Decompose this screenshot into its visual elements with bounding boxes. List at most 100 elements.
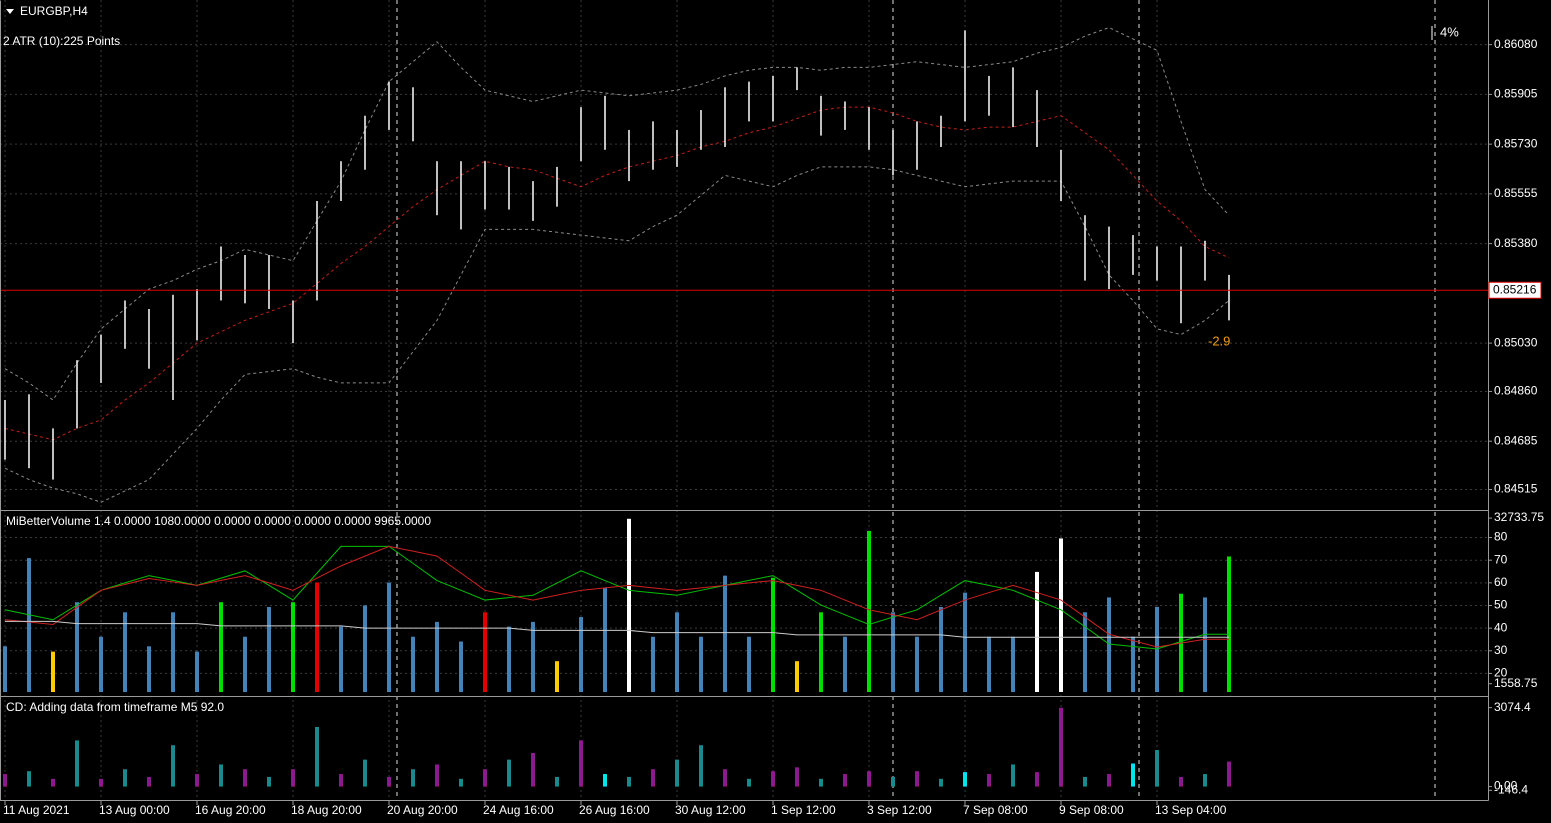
volume-bar xyxy=(699,745,703,787)
volume-bar xyxy=(483,769,487,787)
volume-bar xyxy=(1011,764,1015,787)
x-tick-label: 13 Aug 00:00 xyxy=(99,803,170,817)
volume-bar xyxy=(507,759,511,787)
volume-bar xyxy=(459,778,463,787)
y-tick-label: 70 xyxy=(1494,552,1508,566)
volume-bar xyxy=(1083,776,1087,787)
chart-title: EURGBP,H4 xyxy=(20,4,88,18)
price-label: 0.85216 xyxy=(1493,282,1537,296)
volume-bar xyxy=(555,661,559,692)
volume-bar xyxy=(123,612,127,692)
indicator-line xyxy=(4,545,1229,650)
volume-bar xyxy=(627,776,631,787)
volume-bar xyxy=(1059,538,1063,692)
volume-bar xyxy=(1011,636,1015,692)
x-tick-label: 9 Sep 08:00 xyxy=(1059,803,1124,817)
volume-bar xyxy=(339,774,343,787)
volume-bar xyxy=(51,778,55,787)
volume-bar xyxy=(291,769,295,787)
volume-bar xyxy=(867,771,871,787)
annotation: 4% xyxy=(1440,24,1459,39)
volume-bar xyxy=(75,602,79,692)
volume-bar xyxy=(795,767,799,787)
volume-bar xyxy=(3,774,7,787)
volume-bar xyxy=(843,636,847,692)
volume-bar xyxy=(771,577,775,692)
volume-bar xyxy=(315,582,319,692)
chart-subtitle: 2 ATR (10):225 Points xyxy=(3,34,120,48)
volume-bar xyxy=(627,518,631,692)
volume-bar xyxy=(411,636,415,692)
volume-bar xyxy=(987,636,991,692)
volume-bar xyxy=(699,636,703,692)
symbol-menu-icon[interactable] xyxy=(6,9,14,14)
volume-bar xyxy=(723,769,727,787)
volume-bar xyxy=(387,776,391,787)
volume-bar xyxy=(747,636,751,692)
indicator-line xyxy=(4,545,1229,648)
volume-bar xyxy=(603,774,607,787)
x-tick-label: 24 Aug 16:00 xyxy=(483,803,554,817)
volume-bar xyxy=(987,774,991,787)
volume-bar xyxy=(123,769,127,787)
x-tick-label: 3 Sep 12:00 xyxy=(867,803,932,817)
volume-bar xyxy=(171,745,175,787)
y-tick-label: -146.4 xyxy=(1494,782,1528,796)
volume-bar xyxy=(819,778,823,787)
volume-bar xyxy=(363,605,367,692)
volume-bar xyxy=(147,646,151,692)
volume-bar xyxy=(675,759,679,787)
x-tick-label: 18 Aug 20:00 xyxy=(291,803,362,817)
y-tick-label: 0.84685 xyxy=(1494,433,1538,447)
volume-bar xyxy=(219,602,223,692)
volume-bar xyxy=(1083,612,1087,692)
volume-bar xyxy=(1107,597,1111,692)
volume-bar xyxy=(1203,774,1207,787)
volume-bar xyxy=(1227,556,1231,692)
volume-bar xyxy=(675,612,679,692)
volume-bar xyxy=(531,752,535,787)
volume-bar xyxy=(1035,772,1039,787)
volume-bar xyxy=(195,651,199,692)
volume-bar xyxy=(507,626,511,692)
volume-bar xyxy=(459,641,463,692)
volume-bar xyxy=(1203,597,1207,692)
volume-bar xyxy=(1155,750,1159,787)
volume-bar xyxy=(27,771,31,787)
volume-bar xyxy=(483,612,487,692)
y-tick-label: 80 xyxy=(1494,530,1508,544)
indicator-line xyxy=(4,27,1230,401)
volume-bar xyxy=(1107,774,1111,787)
volume-bar xyxy=(1035,571,1039,692)
y-tick-label: 40 xyxy=(1494,620,1508,634)
volume-bar xyxy=(267,606,271,692)
mark-layer xyxy=(0,27,1488,787)
y-tick-label: 0.00 xyxy=(1494,779,1518,793)
volume-bar xyxy=(435,764,439,787)
y-tick-label: 0.86080 xyxy=(1494,37,1538,51)
volume-bar xyxy=(795,661,799,692)
x-tick-label: 26 Aug 16:00 xyxy=(579,803,650,817)
volume-bar xyxy=(411,769,415,787)
volume-bar xyxy=(27,558,31,692)
volume-bar xyxy=(963,592,967,692)
volume-bar xyxy=(1131,636,1135,692)
volume-bar xyxy=(1227,761,1231,787)
volume-bar xyxy=(819,612,823,692)
volume-bar xyxy=(147,776,151,787)
volume-bar xyxy=(555,776,559,787)
volume-bar xyxy=(99,778,103,787)
volume-bar xyxy=(723,575,727,692)
x-tick-label: 7 Sep 08:00 xyxy=(963,803,1028,817)
volume-bar xyxy=(171,612,175,692)
volume-bar xyxy=(243,636,247,692)
indicator-title: MiBetterVolume 1.4 0.0000 1080.0000 0.00… xyxy=(6,514,431,528)
volume-bar xyxy=(747,778,751,787)
x-tick-label: 30 Aug 12:00 xyxy=(675,803,746,817)
volume-bar xyxy=(243,769,247,787)
volume-bar xyxy=(195,774,199,787)
volume-bar xyxy=(75,740,79,787)
indicator-line xyxy=(4,166,1230,503)
